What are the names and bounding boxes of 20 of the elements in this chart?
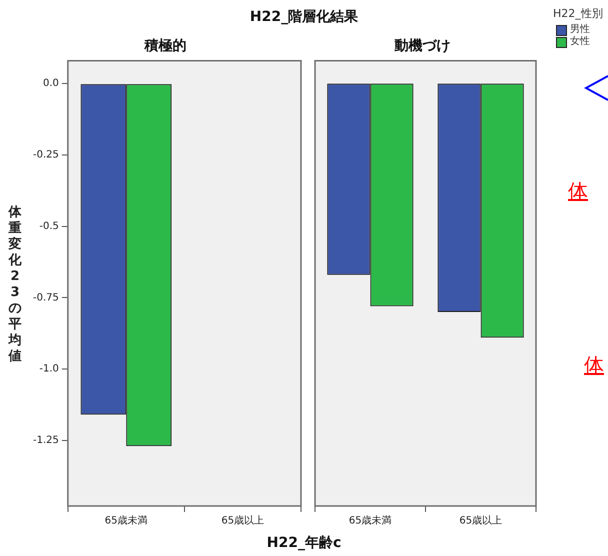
y-tick-label: -0.5 xyxy=(39,220,59,232)
x-tick-label: 65歳以上 xyxy=(221,514,264,527)
x-tick-label: 65歳未満 xyxy=(104,514,148,527)
y-tick-label: 0.0 xyxy=(42,78,59,90)
x-tick-label: 65歳未満 xyxy=(348,514,392,527)
legend-label: 男性 xyxy=(570,24,590,36)
y-tick-label: -1.0 xyxy=(39,364,59,375)
text: H22_階層化結果 xyxy=(250,9,358,25)
x-axis-title: H22_年齢c xyxy=(266,534,342,552)
x-tick-label: 65歳以上 xyxy=(459,514,502,527)
legend-title: H22_性別 xyxy=(553,6,603,21)
chart-title: 積極的 xyxy=(144,38,186,54)
text: 体 xyxy=(584,352,604,379)
chart-title: 動機づけ xyxy=(394,38,450,54)
y-tick-label: -0.75 xyxy=(33,292,59,304)
legend-label: 女性 xyxy=(570,36,590,48)
text: 体 xyxy=(568,178,588,205)
y-tick-label: -0.25 xyxy=(33,150,59,161)
y-tick-label: -1.25 xyxy=(33,434,59,446)
text: 体重変化23の平均値 xyxy=(8,205,22,364)
